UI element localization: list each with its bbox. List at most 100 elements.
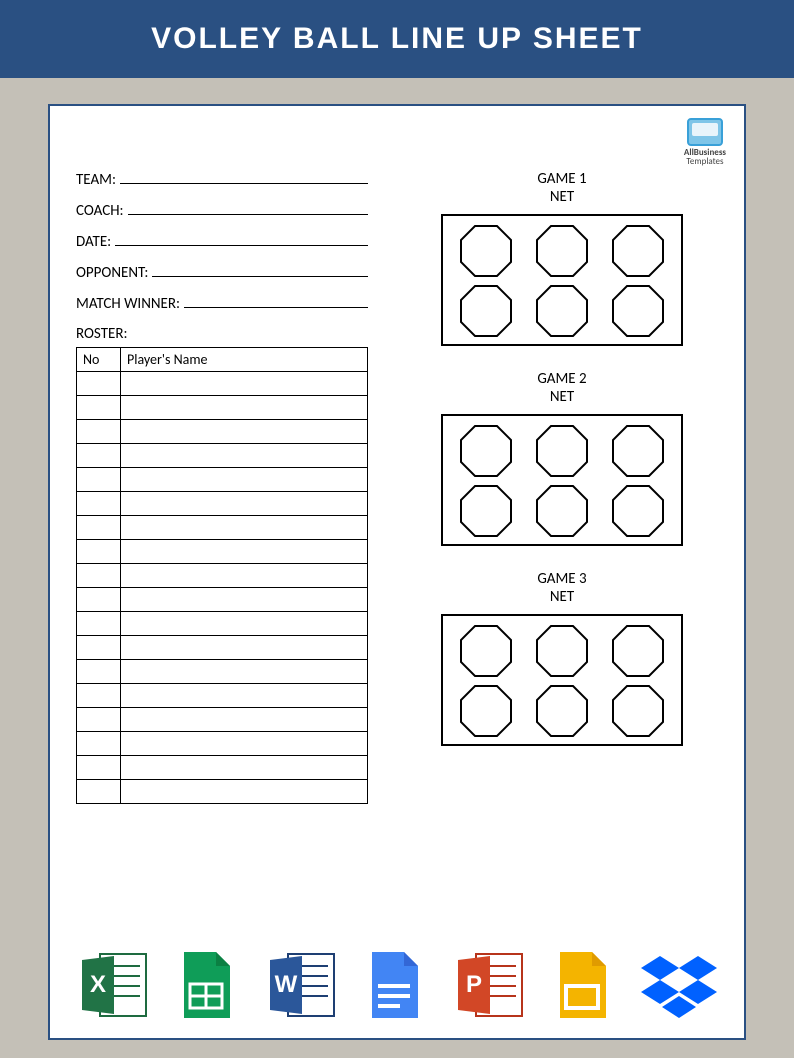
position-octagon-icon (459, 424, 513, 478)
court-diagram (441, 414, 683, 546)
game-block: GAME 2NET (406, 370, 718, 546)
position-octagon-icon (459, 484, 513, 538)
table-row (77, 588, 368, 612)
position-octagon-icon (535, 424, 589, 478)
roster-col-no: No (77, 348, 121, 372)
table-row (77, 612, 368, 636)
roster-cell-name (121, 420, 368, 444)
roster-cell-no (77, 444, 121, 468)
table-row (77, 444, 368, 468)
form-left-column: TEAM: COACH: DATE: OPPONENT: MATCH WINNER: R… (76, 170, 368, 804)
roster-cell-no (77, 492, 121, 516)
field-label: COACH: (76, 202, 124, 220)
roster-cell-no (77, 372, 121, 396)
form-field: OPPONENT: (76, 263, 368, 282)
page-header: VOLLEY BALL LINE UP SHEET (0, 0, 794, 78)
field-label: OPPONENT: (76, 264, 148, 282)
position-octagon-icon (459, 684, 513, 738)
watermark-line2: Templates (684, 157, 726, 166)
field-label: DATE: (76, 233, 111, 251)
roster-cell-name (121, 540, 368, 564)
game-title: GAME 3NET (406, 570, 718, 606)
form-field: MATCH WINNER: (76, 294, 368, 313)
table-row (77, 492, 368, 516)
table-row (77, 708, 368, 732)
roster-cell-no (77, 636, 121, 660)
field-label: MATCH WINNER: (76, 295, 180, 313)
field-blank-line (152, 263, 368, 277)
position-octagon-icon (535, 684, 589, 738)
position-octagon-icon (535, 624, 589, 678)
roster-cell-no (77, 540, 121, 564)
roster-cell-name (121, 780, 368, 804)
field-blank-line (128, 201, 368, 215)
roster-cell-name (121, 660, 368, 684)
position-octagon-icon (535, 224, 589, 278)
gdocs-icon (358, 946, 436, 1024)
table-row (77, 564, 368, 588)
form-field: DATE: (76, 232, 368, 251)
roster-cell-name (121, 732, 368, 756)
roster-cell-no (77, 660, 121, 684)
roster-col-name: Player's Name (121, 348, 368, 372)
roster-cell-no (77, 708, 121, 732)
table-row (77, 540, 368, 564)
roster-cell-name (121, 372, 368, 396)
table-row (77, 372, 368, 396)
roster-cell-no (77, 468, 121, 492)
game-title: GAME 2NET (406, 370, 718, 406)
form-field: TEAM: (76, 170, 368, 189)
roster-cell-no (77, 780, 121, 804)
roster-cell-no (77, 732, 121, 756)
field-blank-line (115, 232, 368, 246)
roster-cell-name (121, 636, 368, 660)
roster-table: No Player's Name (76, 347, 368, 804)
excel-icon: X (76, 946, 154, 1024)
roster-cell-no (77, 396, 121, 420)
table-row (77, 780, 368, 804)
roster-cell-name (121, 756, 368, 780)
word-icon: W (264, 946, 342, 1024)
table-row (77, 756, 368, 780)
app-icons-row: XWP (76, 946, 718, 1024)
position-octagon-icon (535, 284, 589, 338)
position-octagon-icon (459, 624, 513, 678)
roster-cell-no (77, 564, 121, 588)
powerpoint-icon: P (452, 946, 530, 1024)
roster-cell-name (121, 588, 368, 612)
roster-cell-no (77, 756, 121, 780)
gsheets-icon (170, 946, 248, 1024)
position-octagon-icon (611, 424, 665, 478)
position-octagon-icon (611, 684, 665, 738)
form-field: COACH: (76, 201, 368, 220)
roster-cell-name (121, 492, 368, 516)
table-row (77, 468, 368, 492)
table-row (77, 420, 368, 444)
roster-label: ROSTER: (76, 325, 368, 343)
field-blank-line (184, 294, 368, 308)
table-row (77, 660, 368, 684)
position-octagon-icon (459, 224, 513, 278)
roster-cell-name (121, 396, 368, 420)
games-column: GAME 1NET GAME 2NET GAME 3NET (406, 170, 718, 804)
table-row (77, 732, 368, 756)
roster-cell-name (121, 468, 368, 492)
position-octagon-icon (611, 484, 665, 538)
game-block: GAME 3NET (406, 570, 718, 746)
court-diagram (441, 214, 683, 346)
table-row (77, 396, 368, 420)
template-sheet: AllBusiness Templates TEAM:COACH:DATE:OP… (48, 104, 746, 1040)
roster-cell-no (77, 516, 121, 540)
position-octagon-icon (535, 484, 589, 538)
roster-cell-name (121, 612, 368, 636)
roster-cell-no (77, 588, 121, 612)
roster-cell-no (77, 420, 121, 444)
roster-cell-no (77, 684, 121, 708)
roster-cell-name (121, 684, 368, 708)
roster-cell-name (121, 708, 368, 732)
table-row (77, 516, 368, 540)
field-label: TEAM: (76, 171, 116, 189)
court-diagram (441, 614, 683, 746)
svg-text:X: X (90, 971, 106, 998)
game-block: GAME 1NET (406, 170, 718, 346)
